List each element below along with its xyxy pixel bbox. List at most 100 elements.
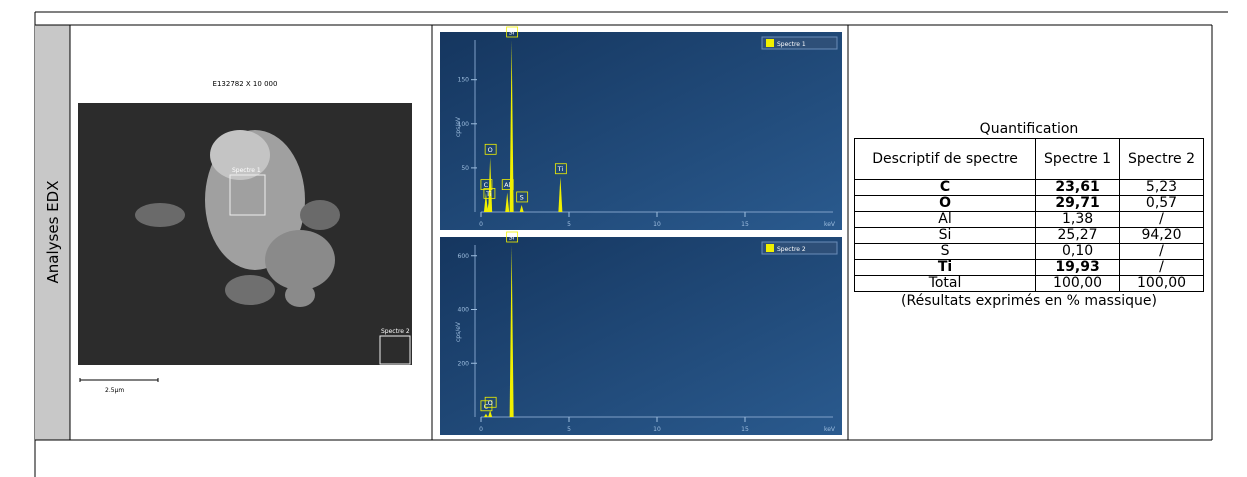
y-tick-label: 600	[458, 253, 470, 260]
peak-label-box	[480, 179, 493, 190]
table-cell: 100,00	[1119, 275, 1204, 292]
table-row: C 23,61 5,23	[853, 179, 1204, 196]
table-row: O 29,71 0,57	[853, 195, 1204, 212]
y-tick-label: 200	[458, 360, 470, 367]
peak-label-box	[484, 396, 497, 408]
spectrum-panel	[440, 237, 842, 435]
table-cell: 25,27	[1035, 227, 1121, 244]
legend-swatch	[766, 39, 774, 47]
peak-label: Al	[504, 181, 510, 189]
table-title: Quantification	[979, 121, 1079, 137]
table-cell: Spectre 2	[1119, 138, 1204, 180]
quantification: Quantification Descriptif de spectre Spec…	[853, 120, 1204, 310]
table-row: S 0,10/	[853, 243, 1204, 260]
peak-label: Ti	[485, 190, 492, 198]
peak-label-box	[554, 163, 567, 175]
section-cell	[35, 25, 70, 440]
table-cell: Spectre 1	[1035, 138, 1121, 180]
x-tick-label: 10	[653, 426, 661, 433]
scale-bar	[79, 378, 159, 382]
peak-label: Si	[509, 29, 515, 37]
table-cell: Total	[853, 275, 1037, 292]
table-row: Al 1,38/	[853, 211, 1204, 228]
peak-label: C	[484, 402, 489, 410]
table-cell: 19,93	[1035, 259, 1121, 276]
peak-label: Ti	[557, 165, 564, 173]
y-axis-label: cps/eV	[455, 321, 462, 342]
x-unit: keV	[824, 221, 836, 228]
y-tick-label: 150	[458, 77, 470, 84]
y-axis-label: cps/eV	[455, 116, 462, 137]
table-cell: O	[853, 195, 1037, 212]
table-row: Si 25,27 94,20	[853, 227, 1204, 244]
x-tick-label: 5	[567, 426, 571, 433]
peak-label: S	[520, 193, 524, 201]
region-label: Spectre 2	[381, 328, 410, 335]
spectrum-panel	[440, 32, 842, 230]
peak-label-box	[480, 400, 493, 412]
peak-label: C	[484, 181, 489, 189]
legend-label: Spectre 1	[777, 41, 806, 48]
table-cell: /	[1119, 243, 1204, 260]
legend-swatch	[766, 244, 774, 252]
table-cell: Ti	[853, 259, 1037, 276]
legend	[761, 241, 838, 255]
table-row: Descriptif de spectre Spectre 1 Spectre 2	[853, 138, 1204, 180]
table-grid	[35, 24, 1213, 441]
legend	[761, 36, 838, 50]
table-cell: /	[1119, 211, 1204, 228]
y-tick-label: 100	[458, 121, 470, 128]
image-caption: E132782 X 10 000	[213, 80, 278, 88]
x-tick-label: 5	[567, 221, 571, 228]
section-label: Analyses EDX	[44, 181, 62, 284]
peak	[486, 201, 491, 212]
table-cell: 0,10	[1035, 243, 1121, 260]
scale-label: 2.5µm	[105, 387, 124, 394]
table-note: (Résultats exprimés en % massique)	[901, 293, 1157, 309]
x-tick-label: 15	[741, 426, 749, 433]
table-cell: S	[853, 243, 1037, 260]
peak	[509, 245, 514, 417]
y-tick-label: 400	[458, 307, 470, 314]
peak	[519, 204, 524, 212]
region-box	[379, 335, 411, 365]
peak-label: Si	[509, 234, 515, 242]
peak-label-box	[483, 188, 496, 199]
region-box	[229, 174, 266, 216]
peak	[488, 410, 493, 417]
region-label: Spectre 1	[232, 167, 261, 174]
table-cell: Al	[853, 211, 1037, 228]
table-cell: 100,00	[1035, 275, 1121, 292]
table-cell: 23,61	[1035, 179, 1121, 196]
table-cell: Descriptif de spectre	[853, 138, 1037, 180]
x-tick-label: 0	[479, 426, 483, 433]
peak-label-box	[516, 191, 529, 203]
particle	[135, 130, 340, 307]
table-row: Total 100,00 100,00	[853, 275, 1204, 292]
peak-label-box	[506, 231, 519, 243]
x-tick-label: 0	[479, 221, 483, 228]
table-cell: Si	[853, 227, 1037, 244]
table-cell: 5,23	[1119, 179, 1204, 196]
y-tick-label: 50	[461, 165, 469, 172]
x-tick-label: 10	[653, 221, 661, 228]
peak	[483, 413, 488, 417]
peak	[505, 192, 510, 212]
peak-label-box	[484, 143, 497, 155]
legend-label: Spectre 2	[777, 246, 806, 253]
peak	[483, 192, 488, 212]
table-row: Ti 19,93/	[853, 259, 1204, 276]
table-cell: C	[853, 179, 1037, 196]
table-cell: 29,71	[1035, 195, 1121, 212]
peak-label: O	[488, 146, 493, 154]
table-cell: 1,38	[1035, 211, 1121, 228]
peak	[558, 176, 563, 212]
x-tick-label: 15	[741, 221, 749, 228]
table-cell: 94,20	[1119, 227, 1204, 244]
table-cell: /	[1119, 259, 1204, 276]
peak-label: O	[488, 399, 493, 407]
table-cell: 0,57	[1119, 195, 1204, 212]
